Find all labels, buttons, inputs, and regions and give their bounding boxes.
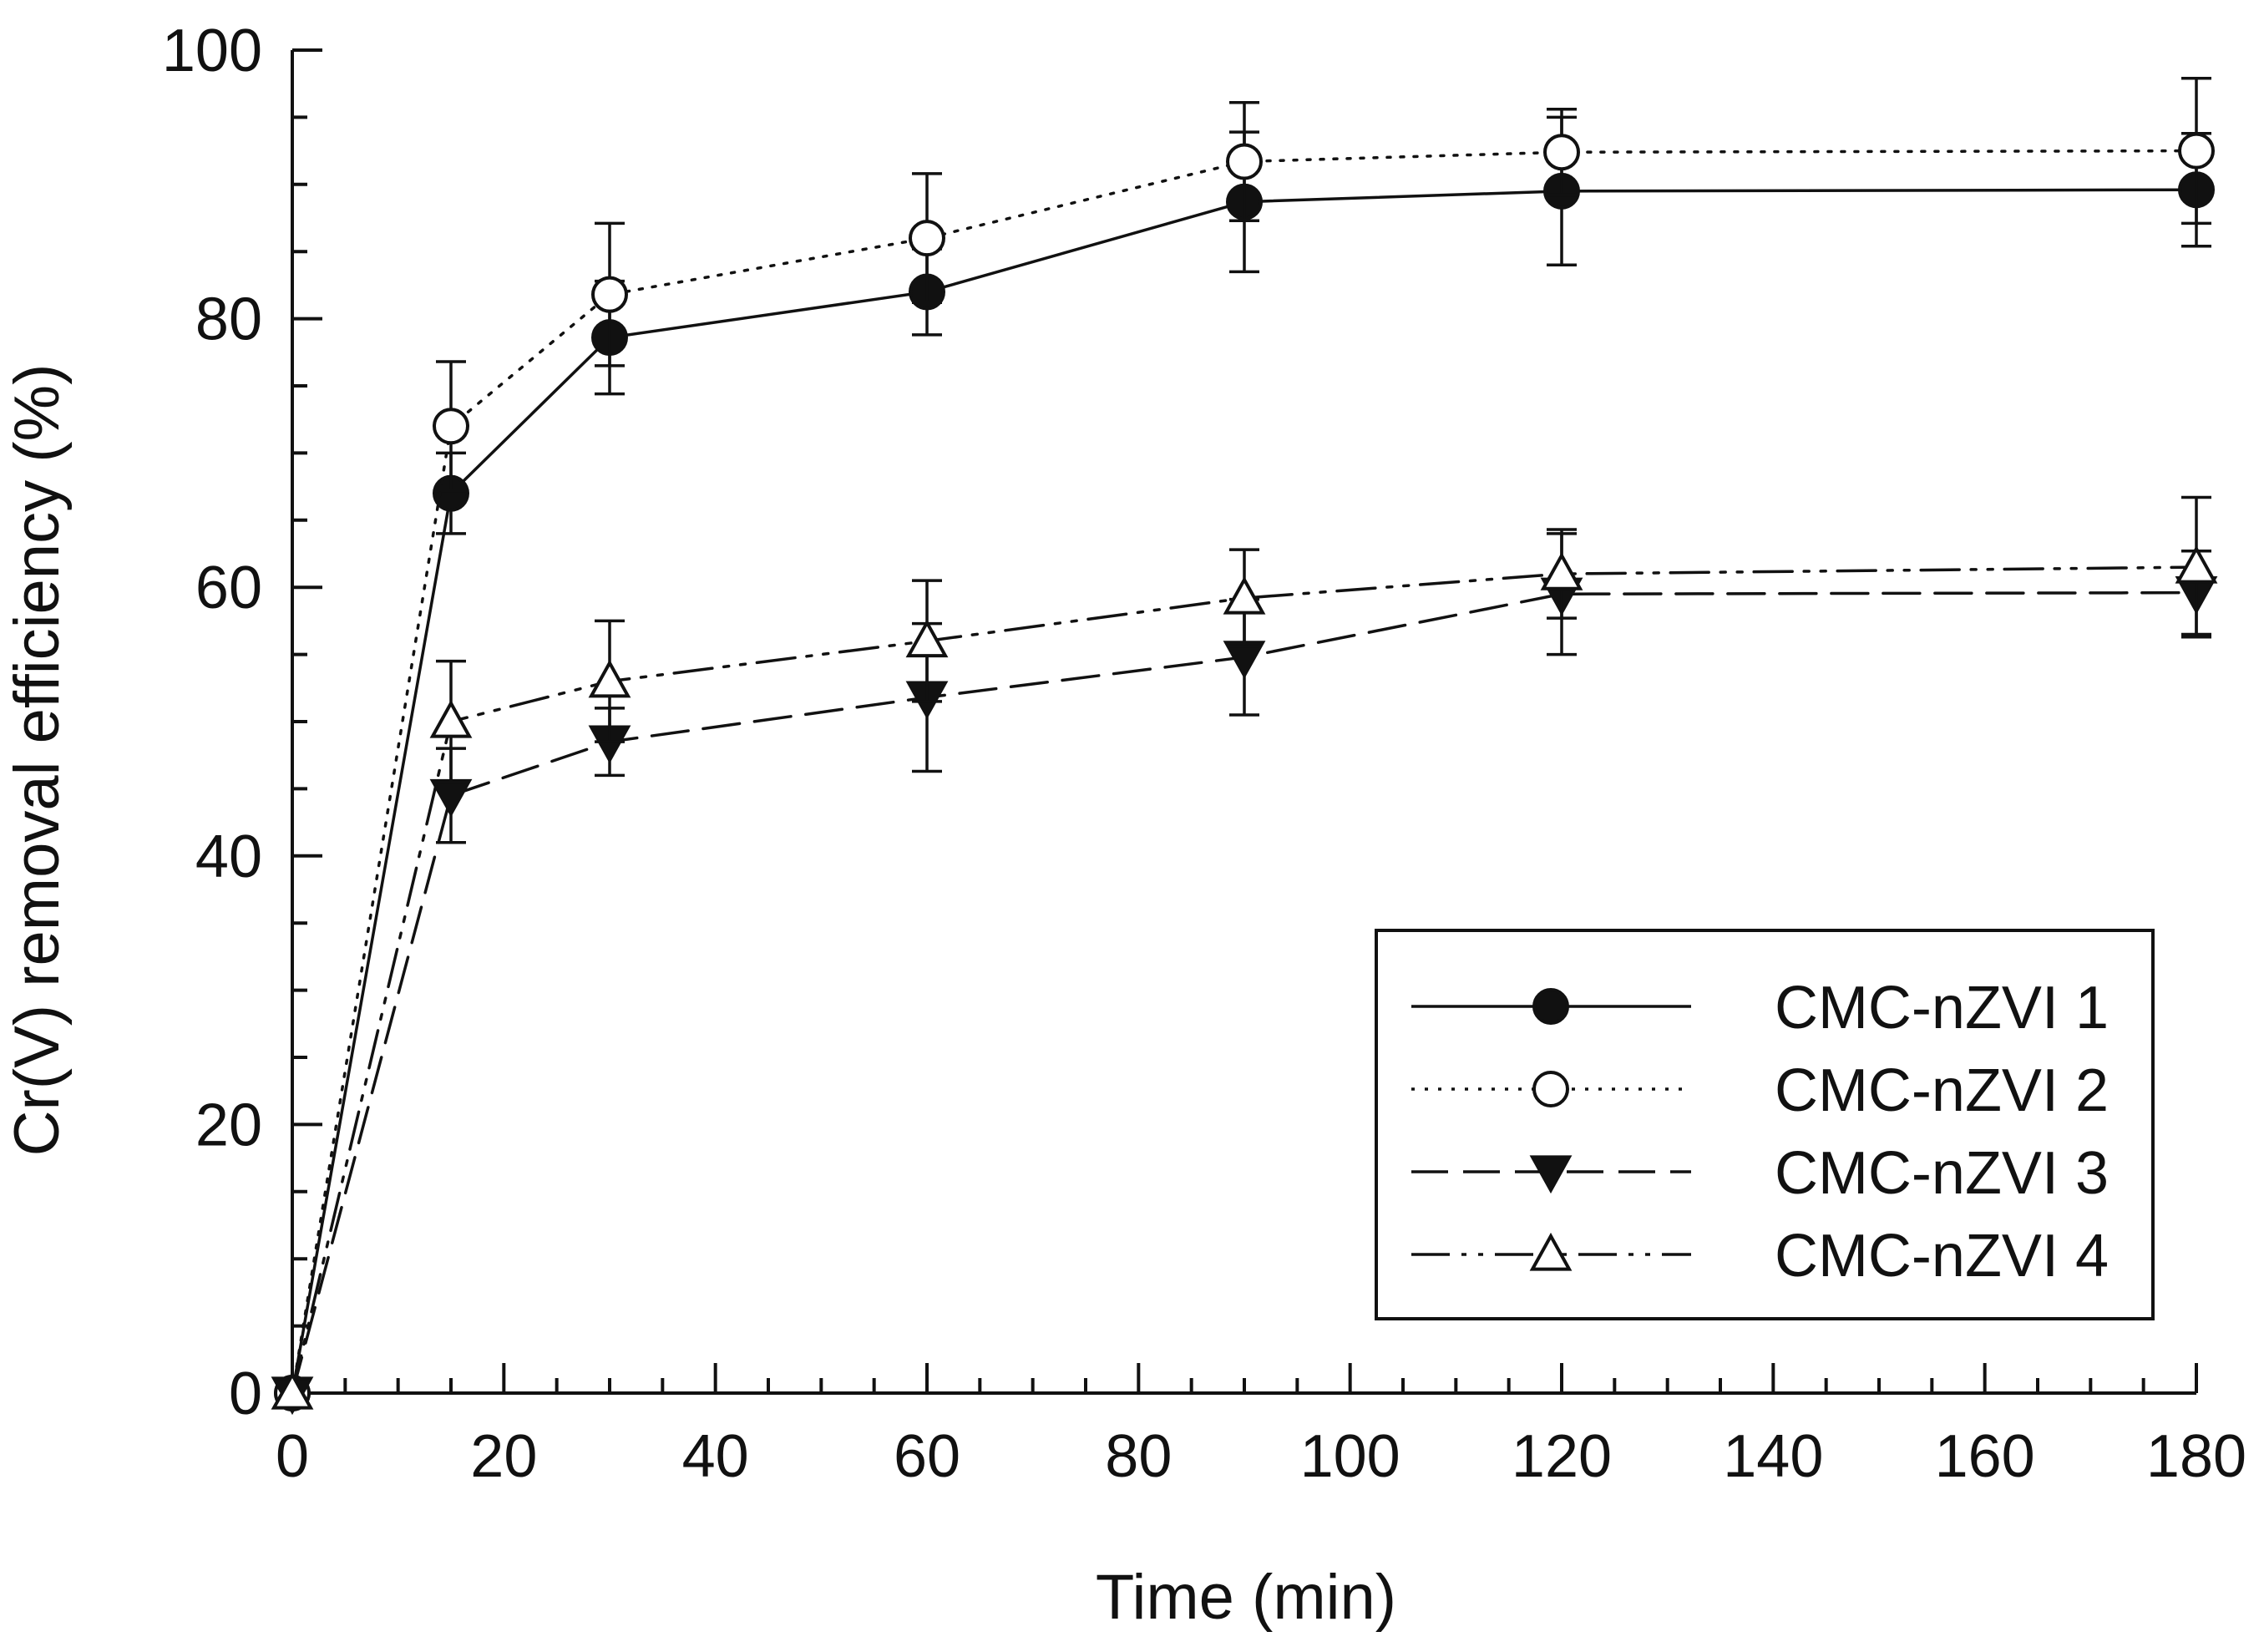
x-tick-label: 40 — [682, 1423, 749, 1490]
legend-label: CMC-nZVI 1 — [1775, 975, 2109, 1041]
legend-label: CMC-nZVI 4 — [1775, 1223, 2109, 1290]
x-tick-label: 100 — [1300, 1423, 1400, 1490]
legend-row-1: CMC-nZVI 1 — [1411, 975, 2109, 1041]
data-point — [1543, 134, 1580, 171]
data-point — [1540, 552, 1583, 590]
data-point — [905, 619, 949, 658]
data-point — [433, 408, 469, 445]
data-point — [429, 778, 473, 818]
legend-marker — [1529, 1155, 1573, 1194]
y-tick-label: 100 — [162, 18, 262, 84]
y-tick-label: 20 — [195, 1092, 262, 1158]
y-tick-label: 0 — [229, 1361, 262, 1427]
y-tick-label: 40 — [195, 823, 262, 890]
data-point — [2178, 132, 2215, 170]
x-axis-ticks: 0 20 40 60 80 100 120 140 160 180 — [276, 1363, 2246, 1490]
series-layer — [271, 77, 2218, 1416]
legend-label: CMC-nZVI 2 — [1775, 1057, 2109, 1124]
data-point — [271, 1371, 314, 1410]
x-tick-label: 80 — [1105, 1423, 1172, 1490]
x-tick-label: 140 — [1723, 1423, 1823, 1490]
legend-row-2: CMC-nZVI 2 — [1411, 1057, 2109, 1124]
legend-marker — [1532, 1071, 1569, 1107]
data-point — [909, 220, 945, 257]
legend-rows: CMC-nZVI 1 CMC-nZVI 2 CMC-nZVI 3 CMC-nZVI 4 — [1411, 975, 2109, 1290]
x-tick-label: 20 — [470, 1423, 537, 1490]
legend-marker — [1529, 1232, 1573, 1271]
data-point — [429, 699, 473, 738]
y-tick-label: 60 — [195, 555, 262, 621]
y-tick-label: 80 — [195, 286, 262, 353]
y-axis-ticks: 0 20 40 60 80 100 — [162, 18, 322, 1427]
data-point — [2175, 545, 2218, 584]
data-point — [591, 276, 628, 313]
data-point — [588, 659, 631, 698]
legend-row-3: CMC-nZVI 3 — [1411, 1140, 2109, 1207]
data-point — [1223, 575, 1266, 615]
data-point — [1226, 143, 1263, 180]
x-tick-label: 0 — [276, 1423, 309, 1490]
legend-marker — [1532, 988, 1569, 1025]
x-tick-label: 180 — [2146, 1423, 2246, 1490]
series-4 — [271, 495, 2218, 1410]
x-axis-label: Time (min) — [1096, 1562, 1396, 1633]
legend-label: CMC-nZVI 3 — [1775, 1140, 2109, 1207]
x-tick-label: 160 — [1935, 1423, 2035, 1490]
legend: CMC-nZVI 1 CMC-nZVI 2 CMC-nZVI 3 CMC-nZVI 4 — [1375, 929, 2155, 1320]
x-tick-label: 120 — [1512, 1423, 1612, 1490]
x-tick-label: 60 — [894, 1423, 960, 1490]
legend-row-4: CMC-nZVI 4 — [1411, 1223, 2109, 1290]
y-axis-label: Cr(V) removal efficiency (%) — [2, 364, 73, 1157]
